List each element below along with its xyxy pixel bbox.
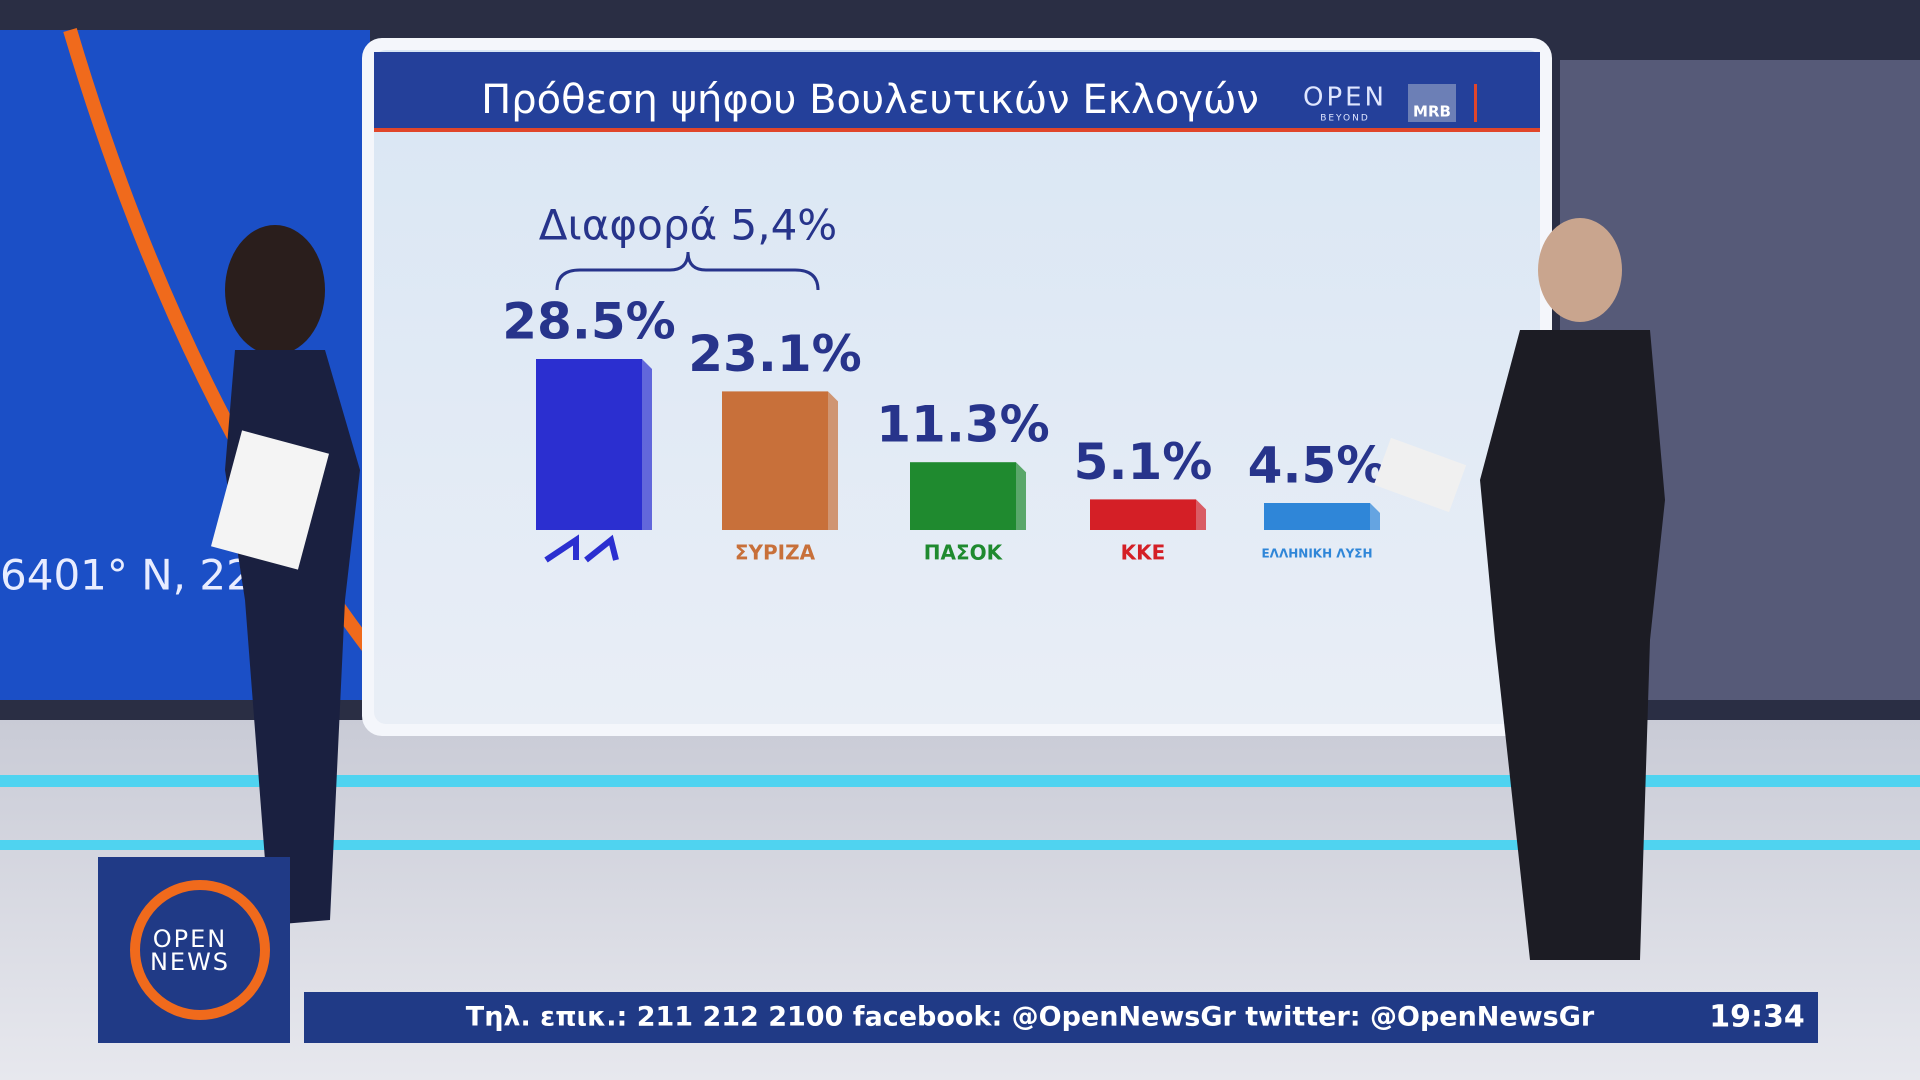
value-label: 4.5% <box>1248 437 1387 495</box>
party-label: ΕΛΛΗΝΙΚΗ ΛΥΣΗ <box>1261 547 1372 561</box>
annotation: Διαφορά 5,4% <box>539 201 837 250</box>
coordinates: 6401° N, 22 <box>0 551 253 600</box>
presenter-right <box>1373 218 1665 960</box>
chart-title: Πρόθεση ψήφου Βουλευτικών Εκλογών <box>481 77 1259 123</box>
clock: 19:34 <box>1709 1000 1805 1035</box>
channel-logo: OPEN <box>153 925 227 953</box>
floor-light <box>0 840 1920 850</box>
bar <box>722 391 828 530</box>
channel-logo-ring <box>130 880 270 1020</box>
channel-logo: NEWS <box>150 948 230 976</box>
bar <box>1090 499 1196 530</box>
sponsor-logo: OPEN <box>1303 83 1387 113</box>
title-rule <box>374 128 1540 132</box>
party-logo <box>544 534 619 563</box>
bar-side <box>828 391 838 530</box>
pollster-box <box>1408 84 1456 122</box>
divider <box>1474 84 1477 122</box>
presenter-left <box>211 225 360 925</box>
title-bar <box>374 52 1540 132</box>
value-label: 28.5% <box>502 293 675 351</box>
floor-light <box>0 775 1920 787</box>
bar <box>910 462 1016 530</box>
value-label: 5.1% <box>1074 433 1213 491</box>
party-label: ΣΥΡΙΖΑ <box>735 541 816 565</box>
ticker-bar <box>304 992 1818 1043</box>
value-label: 11.3% <box>876 396 1049 454</box>
pollster-logo: MRB <box>1413 103 1451 121</box>
bar-side <box>1370 503 1380 530</box>
bar <box>536 359 642 530</box>
value-label: 23.1% <box>688 325 861 383</box>
party-label: ΚΚΕ <box>1121 541 1166 565</box>
annotation-bracket <box>555 251 820 291</box>
bar-side <box>1196 499 1206 530</box>
bars: 28.5%23.1% ΣΥΡΙΖΑ 11.3% ΠΑΣΟΚ 5.1% ΚΚΕ 4.5% ΕΛΛ… <box>502 293 1386 565</box>
party-label: ΠΑΣΟΚ <box>924 541 1004 565</box>
bar-side <box>642 359 652 530</box>
bar <box>1264 503 1370 530</box>
sponsor-sub: BEYOND <box>1320 114 1370 124</box>
bar-side <box>1016 462 1026 530</box>
screen-panel <box>374 50 1540 724</box>
ticker: Τηλ. επικ.: 211 212 2100 facebook: @Open… <box>466 1002 1595 1033</box>
